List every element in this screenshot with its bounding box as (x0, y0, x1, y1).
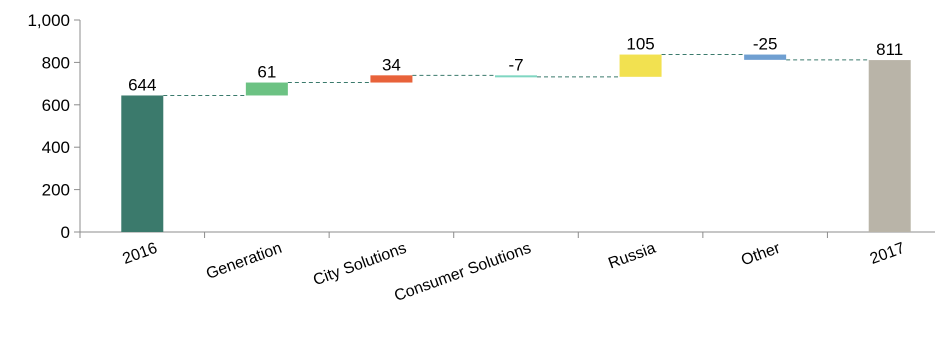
data-label: -7 (508, 55, 523, 74)
bars (121, 54, 911, 233)
category-label: 2017 (868, 240, 907, 268)
bar-city-solutions (370, 75, 413, 83)
category-label: Russia (606, 240, 658, 273)
y-tick-label: 800 (42, 53, 70, 72)
data-label: 61 (257, 63, 276, 82)
data-label: 105 (626, 35, 654, 54)
y-tick-label: 600 (42, 96, 70, 115)
category-label: City Solutions (311, 240, 409, 289)
y-tick-label: 0 (61, 223, 70, 242)
category-label: Consumer Solutions (392, 240, 533, 305)
data-label: 811 (876, 40, 903, 59)
y-tick-label: 200 (42, 181, 70, 200)
bar-2016 (121, 95, 164, 232)
data-label: -25 (753, 35, 778, 54)
bar-other (744, 54, 787, 60)
category-label: Other (739, 240, 783, 270)
data-label: 644 (128, 75, 156, 94)
bar-russia (619, 54, 662, 77)
data-label: 34 (382, 55, 401, 74)
y-tick-label: 1,000 (27, 11, 70, 30)
data-labels: 644 61 34 -7 105 -25 811 (128, 35, 903, 95)
category-label: 2016 (120, 240, 159, 268)
bar-generation (245, 82, 288, 96)
y-tick-label: 400 (42, 138, 70, 157)
axes: 0 200 400 600 800 1,000 (27, 11, 935, 242)
category-label: Generation (204, 240, 284, 283)
bar-2017 (868, 60, 911, 233)
bar-consumer-solutions (495, 75, 537, 78)
